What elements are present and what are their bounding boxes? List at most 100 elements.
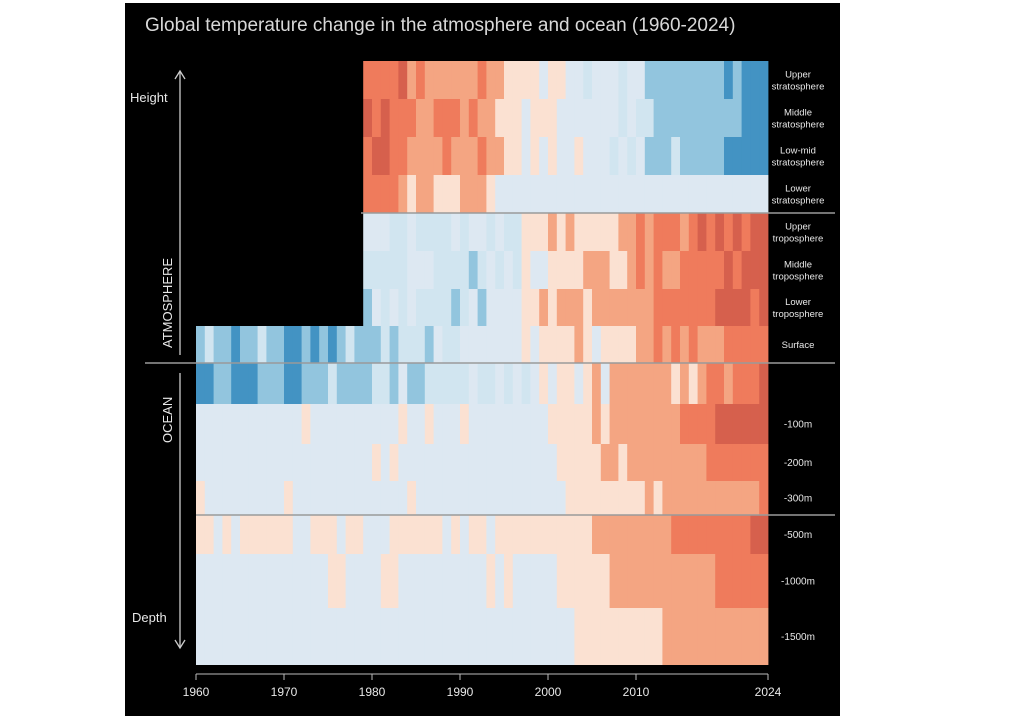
heatmap-cell (662, 175, 672, 213)
heatmap-cell (310, 363, 320, 404)
heatmap-cell (442, 289, 452, 326)
heatmap-cell (319, 554, 329, 608)
heatmap-cell (424, 99, 434, 137)
heatmap-cell (460, 444, 470, 481)
heatmap-cell (706, 515, 716, 554)
heatmap-cell (618, 213, 628, 251)
heatmap-cell (671, 444, 681, 481)
heatmap-cell (468, 289, 478, 326)
heatmap-cell (416, 251, 426, 289)
heatmap-cell (741, 554, 751, 608)
heatmap-cell (275, 554, 285, 608)
heatmap-cell (627, 444, 637, 481)
heatmap-cell (424, 515, 434, 554)
heatmap-cell (196, 481, 206, 515)
height-label: Height (130, 90, 168, 105)
heatmap-cell (732, 137, 742, 175)
heatmap-cell (688, 515, 698, 554)
heatmap-cell (451, 363, 461, 404)
heatmap-cell (424, 289, 434, 326)
heatmap-cell (671, 404, 681, 444)
heatmap-cell (477, 251, 487, 289)
heatmap-cell (398, 481, 408, 515)
heatmap-cell (680, 251, 690, 289)
heatmap-cell (609, 444, 619, 481)
heatmap-cell (741, 444, 751, 481)
heatmap-cell (460, 515, 470, 554)
heatmap-cell (680, 481, 690, 515)
heatmap-cell (468, 326, 478, 363)
x-tick-label: 1970 (271, 685, 298, 699)
heatmap-cell (363, 213, 373, 251)
heatmap-cell (627, 99, 637, 137)
heatmap-cell (231, 554, 241, 608)
heatmap-cell (204, 608, 214, 665)
heatmap-cell (504, 444, 514, 481)
heatmap-cell (512, 363, 522, 404)
heatmap-cell (759, 137, 769, 175)
heatmap-cell (363, 251, 373, 289)
heatmap-cell (266, 444, 276, 481)
heatmap-cell (416, 515, 426, 554)
heatmap-cell (301, 363, 311, 404)
heatmap-cell (512, 213, 522, 251)
heatmap-cell (442, 444, 452, 481)
heatmap-cell (336, 326, 346, 363)
heatmap-cell (609, 289, 619, 326)
heatmap-cell (671, 515, 681, 554)
heatmap-cell (688, 175, 698, 213)
heatmap-cell (636, 137, 646, 175)
heatmap-cell (354, 363, 364, 404)
heatmap-cell (574, 99, 584, 137)
heatmap-cell (636, 608, 646, 665)
heatmap-cell (389, 481, 399, 515)
heatmap-cell (644, 554, 654, 608)
heatmap-cell (240, 326, 250, 363)
heatmap-cell (460, 99, 470, 137)
heatmap-cell (416, 554, 426, 608)
heatmap-cell (759, 61, 769, 99)
heatmap-cell (416, 213, 426, 251)
heatmap-cell (662, 515, 672, 554)
heatmap-cell (706, 326, 716, 363)
heatmap-cell (732, 444, 742, 481)
row-labels: Upper stratosphere Middle stratosphere Low-m… (772, 70, 825, 644)
heatmap-cell (398, 137, 408, 175)
heatmap-cell (240, 481, 250, 515)
heatmap-cell (653, 213, 663, 251)
heatmap-cell (266, 363, 276, 404)
heatmap-cell (548, 608, 558, 665)
heatmap-cell (240, 608, 250, 665)
heatmap-cell (732, 554, 742, 608)
heatmap-cell (715, 175, 725, 213)
heatmap-cell (724, 99, 734, 137)
heatmap-cell (407, 608, 417, 665)
heatmap-cell (556, 554, 566, 608)
heatmap-cell (530, 608, 540, 665)
heatmap-cell (636, 251, 646, 289)
heatmap-cell (424, 61, 434, 99)
heatmap-cell (389, 363, 399, 404)
heatmap-cell (530, 481, 540, 515)
heatmap-cell (671, 481, 681, 515)
heatmap-cell (486, 326, 496, 363)
heatmap-cell (398, 61, 408, 99)
row-label: Middle stratosphere (772, 108, 825, 131)
heatmap-cell (627, 363, 637, 404)
heatmap-cell (380, 404, 390, 444)
heatmap-cell (653, 326, 663, 363)
heatmap-cell (468, 515, 478, 554)
row-label: Lower troposphere (773, 297, 824, 320)
heatmap-cell (539, 213, 549, 251)
heatmap-cell (521, 175, 531, 213)
row-label: Upper troposphere (773, 222, 824, 245)
heatmap-chart: Global temperature change in the atmosph… (130, 15, 835, 699)
heatmap-cell (530, 213, 540, 251)
heatmap-cell (750, 444, 760, 481)
heatmap-cell (275, 326, 285, 363)
heatmap-cell (636, 289, 646, 326)
heatmap-cell (512, 289, 522, 326)
heatmap-cell (706, 481, 716, 515)
heatmap-cell (697, 289, 707, 326)
heatmap-cell (468, 137, 478, 175)
